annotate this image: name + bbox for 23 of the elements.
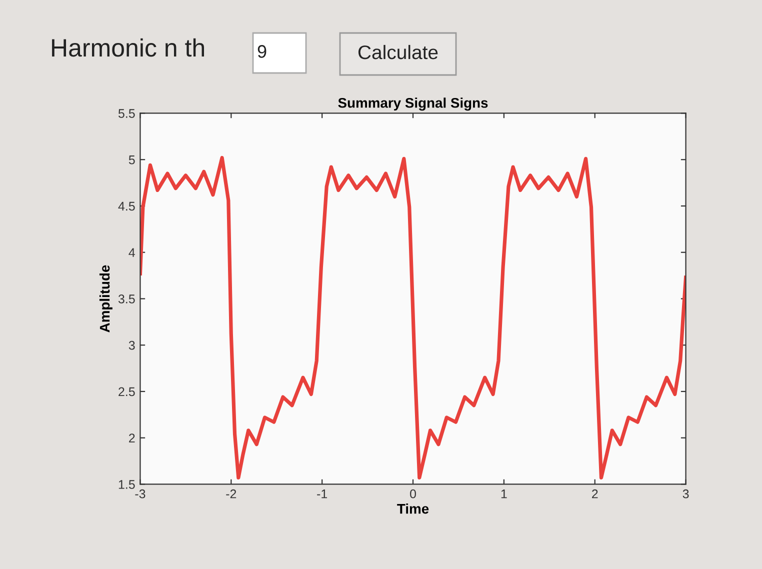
x-tick-label: -3 bbox=[135, 489, 146, 498]
x-tick-label: -1 bbox=[317, 490, 328, 498]
chart-title: Summary Signal Signs bbox=[338, 98, 488, 111]
text: 9 bbox=[258, 45, 266, 58]
x-tick-label: 3 bbox=[682, 489, 689, 498]
y-tick-label: 5.5 bbox=[118, 109, 135, 118]
x-tick-label: 2 bbox=[592, 489, 598, 498]
text: Harmonic n th bbox=[52, 38, 204, 57]
x-axis-title: Time bbox=[397, 504, 429, 514]
y-tick-label: 4.5 bbox=[118, 202, 135, 211]
y-tick-label: 5 bbox=[128, 156, 135, 164]
line-series bbox=[140, 156, 686, 480]
y-tick-label: 2 bbox=[129, 434, 135, 442]
y-tick-label: 3 bbox=[128, 340, 135, 350]
text: Calculate bbox=[358, 44, 438, 60]
y-tick-label: 1.5 bbox=[118, 480, 135, 489]
y-axis-title: Amplitude bbox=[99, 265, 112, 332]
x-tick-label: 0 bbox=[410, 489, 416, 498]
x-tick-label: -2 bbox=[226, 489, 236, 498]
y-tick-label: 3.5 bbox=[118, 294, 135, 304]
y-tick-label: 2.5 bbox=[118, 387, 135, 396]
y-tick-label: 4 bbox=[128, 248, 135, 257]
x-tick-label: 1 bbox=[501, 490, 507, 498]
